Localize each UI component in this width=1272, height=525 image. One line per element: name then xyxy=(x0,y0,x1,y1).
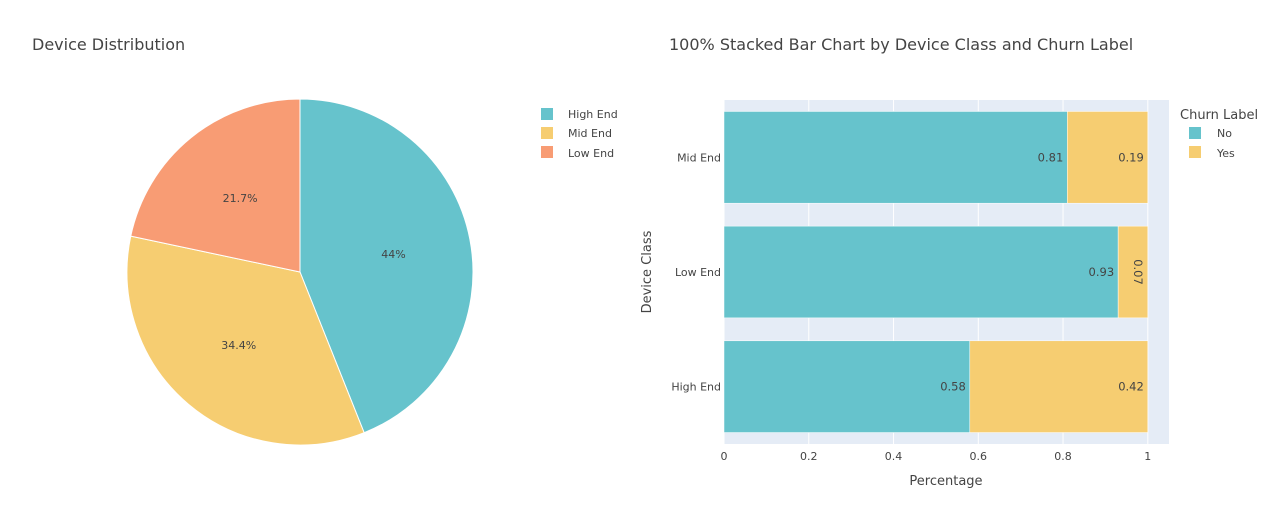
pie-slice-low-end[interactable] xyxy=(130,98,301,273)
bar-label-mid-end-no: 0.81 xyxy=(1038,150,1064,164)
pie-chart: 44% 34.4% 21.7% xyxy=(126,98,474,446)
x-tick-label-0: 0 xyxy=(721,450,728,463)
legend-item-no[interactable]: No xyxy=(1189,127,1232,140)
x-axis-ticks: 0 0.2 0.4 0.6 0.8 1 xyxy=(721,450,1152,463)
legend-swatch-yes xyxy=(1189,146,1201,158)
pie-slice-label-low-end: 21.7% xyxy=(223,192,258,205)
bars xyxy=(723,111,1149,433)
bar-high-end-no[interactable] xyxy=(723,340,971,433)
pie-slice-label-high-end: 44% xyxy=(381,248,405,261)
legend-label-yes: Yes xyxy=(1216,147,1235,160)
bar-low-end-no[interactable] xyxy=(723,225,1119,319)
y-tick-label-low-end: Low End xyxy=(675,266,721,279)
x-tick-label-2: 0.4 xyxy=(885,450,903,463)
x-axis-label: Percentage xyxy=(909,474,982,489)
bar-label-high-end-no: 0.58 xyxy=(940,380,966,394)
pie-slice-label-mid-end: 34.4% xyxy=(221,339,256,352)
legend-item-mid-end[interactable]: Mid End xyxy=(541,127,612,140)
bar-chart-title: 100% Stacked Bar Chart by Device Class a… xyxy=(669,35,1133,54)
bar-low-end-yes[interactable] xyxy=(1117,225,1149,319)
legend-swatch-no xyxy=(1189,127,1201,139)
bar-mid-end-yes[interactable] xyxy=(1067,111,1149,204)
x-tick-label-1: 0.2 xyxy=(800,450,818,463)
legend-swatch-low-end xyxy=(541,146,553,158)
x-tick-label-4: 0.8 xyxy=(1054,450,1072,463)
legend-item-high-end[interactable]: High End xyxy=(541,108,618,121)
bar-label-low-end-no: 0.93 xyxy=(1089,265,1115,279)
pie-slice-high-end[interactable] xyxy=(299,98,474,434)
bar-mid-end-no[interactable] xyxy=(723,111,1068,204)
legend-label-low-end: Low End xyxy=(568,147,614,160)
pie-chart-title: Device Distribution xyxy=(32,35,185,54)
legend-label-high-end: High End xyxy=(568,108,618,121)
pie-legend: High End Mid End Low End xyxy=(541,108,618,160)
bar-data-labels: 0.81 0.19 0.93 0.07 0.58 0.42 xyxy=(940,150,1145,393)
x-tick-label-5: 1 xyxy=(1144,450,1151,463)
churn-legend-title: Churn Label xyxy=(1180,108,1258,123)
bar-high-end-yes[interactable] xyxy=(969,340,1149,433)
y-axis-label: Device Class xyxy=(640,230,655,313)
churn-legend: Churn Label No Yes xyxy=(1180,108,1258,160)
y-axis-categories: Mid End Low End High End xyxy=(671,151,721,393)
legend-item-yes[interactable]: Yes xyxy=(1189,146,1235,160)
legend-swatch-high-end xyxy=(541,108,553,120)
legend-swatch-mid-end xyxy=(541,127,553,139)
y-tick-label-high-end: High End xyxy=(671,381,721,394)
bar-label-mid-end-yes: 0.19 xyxy=(1118,150,1144,164)
x-tick-label-3: 0.6 xyxy=(970,450,988,463)
legend-label-mid-end: Mid End xyxy=(568,127,612,140)
pie-slice-mid-end[interactable] xyxy=(126,235,365,446)
bar-label-high-end-yes: 0.42 xyxy=(1118,380,1144,394)
bar-label-low-end-yes: 0.07 xyxy=(1131,259,1145,285)
legend-label-no: No xyxy=(1217,127,1232,140)
legend-item-low-end[interactable]: Low End xyxy=(541,146,614,160)
y-tick-label-mid-end: Mid End xyxy=(677,151,721,164)
